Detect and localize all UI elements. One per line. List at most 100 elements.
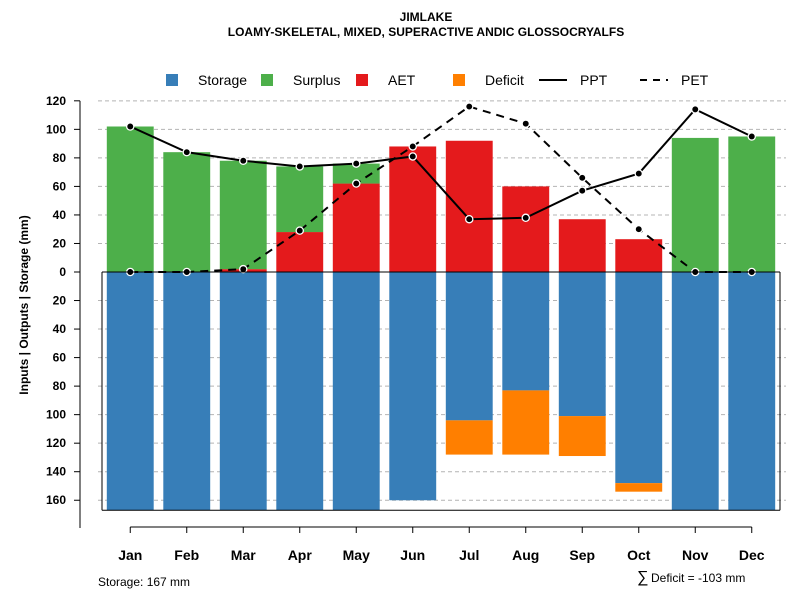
x-tick-label-oct: Oct [627,547,651,563]
gridlines [98,100,786,501]
y-tick-label: 60 [53,351,67,365]
storage-legend-label: Storage [198,72,247,88]
y-tick-label: 100 [46,122,66,136]
ppt-point-apr [295,162,304,171]
aet-bar-oct [615,239,663,272]
pet-point-oct [634,224,644,234]
x-tick-label-jul: Jul [459,547,479,563]
aet-bar-apr [276,232,324,272]
pet-point-jul [464,102,474,111]
chart-subtitle: LOAMY-SKELETAL, MIXED, SUPERACTIVE ANDIC… [228,25,624,39]
ppt-point-feb [182,147,191,157]
ppt-point-mar [238,156,248,165]
x-tick-label-jan: Jan [118,547,142,563]
axes: 120 100 80 60 40 20 0 20 40 60 80 100 120 140 160 Jan Fe… [46,94,781,563]
storage-bar-may [332,272,380,511]
pet-point-sep [578,173,587,183]
storage-note: Storage: 167 mm [98,575,190,589]
surplus-legend-label: Surplus [293,72,340,88]
surplus-bar-nov [671,137,719,272]
surplus-bar-dec [728,136,776,272]
deficit-bar-oct [615,483,663,492]
bars [106,126,776,511]
storage-bar-jan [106,272,154,511]
storage-bar-apr [276,272,324,511]
storage-bar-jun [389,272,437,501]
y-tick-label: 40 [53,322,67,336]
pet-point-jun [408,142,417,151]
aet-legend-swatch [356,74,368,86]
y-tick-label: 0 [59,265,66,279]
deficit-bar-sep [558,416,606,457]
ppt-point-oct [634,169,644,178]
y-tick-label: 80 [53,151,67,165]
storage-bar-aug [502,272,550,391]
x-tick-label-aug: Aug [512,547,539,563]
storage-bar-mar [219,272,267,511]
aet-bar-sep [558,219,606,272]
aet-bar-aug [502,186,550,272]
deficit-legend-label: Deficit [485,72,524,88]
x-tick-label-feb: Feb [174,547,199,563]
pet-line [130,105,752,273]
ppt-point-jul [464,214,474,224]
storage-bar-sep [558,272,606,417]
pet-point-may [351,179,361,188]
x-tick-label-nov: Nov [682,547,709,563]
ppt-point-may [351,159,361,168]
y-tick-label: 100 [46,408,66,422]
y-tick-label: 160 [46,493,66,507]
surplus-bar-may [332,163,380,184]
x-tick-label-jun: Jun [400,547,425,563]
storage-legend-swatch [166,74,178,86]
deficit-legend-swatch [453,74,465,86]
aet-bar-jun [389,146,437,272]
y-tick-label: 80 [53,379,67,393]
chart-title: JIMLAKE [400,10,453,24]
surplus-bar-jan [106,126,154,272]
pet-point-aug [521,119,531,128]
ppt-point-jan [126,122,135,131]
storage-bar-oct [615,272,663,484]
y-tick-label: 20 [53,294,67,308]
deficit-note: Deficit = -103 mm [651,571,745,585]
surplus-bar-apr [276,166,324,233]
y-axis-label: Inputs | Outputs | Storage (mm) [17,215,31,394]
aet-legend-label: AET [388,72,416,88]
pet-point-mar [238,264,248,274]
storage-bar-nov [671,272,719,511]
y-tick-label: 120 [46,94,66,108]
x-tick-label-may: May [343,547,370,563]
y-tick-label: 120 [46,436,66,450]
aet-bar-jul [445,140,493,272]
pet-point-apr [295,226,304,235]
deficit-bar-jul [445,420,493,455]
lines [126,102,757,277]
y-tick-label: 60 [53,179,67,193]
ppt-point-nov [691,105,700,114]
storage-bar-jul [445,272,493,421]
x-tick-label-dec: Dec [739,547,765,563]
x-tick-label-sep: Sep [569,547,595,563]
ppt-point-sep [578,186,587,195]
ppt-line [129,108,753,221]
y-tick-label: 140 [46,465,66,479]
ppt-point-aug [521,213,531,223]
ppt-legend-label: PPT [580,72,608,88]
surplus-bar-mar [219,160,267,270]
deficit-bar-aug [502,390,550,455]
deficit-sum-icon: ∑ [637,569,648,586]
legend: Storage Surplus AET Deficit PPT PET [166,72,709,88]
x-tick-label-apr: Apr [288,547,313,563]
surplus-legend-swatch [261,74,273,86]
storage-bar-feb [163,272,211,511]
ppt-point-dec [747,132,757,141]
y-tick-label: 40 [53,208,67,222]
aet-bar-may [332,183,380,272]
x-tick-label-mar: Mar [231,547,256,563]
storage-bar-dec [728,272,776,511]
y-tick-label: 20 [53,236,67,250]
ppt-point-jun [408,152,417,161]
surplus-bar-feb [163,152,211,272]
